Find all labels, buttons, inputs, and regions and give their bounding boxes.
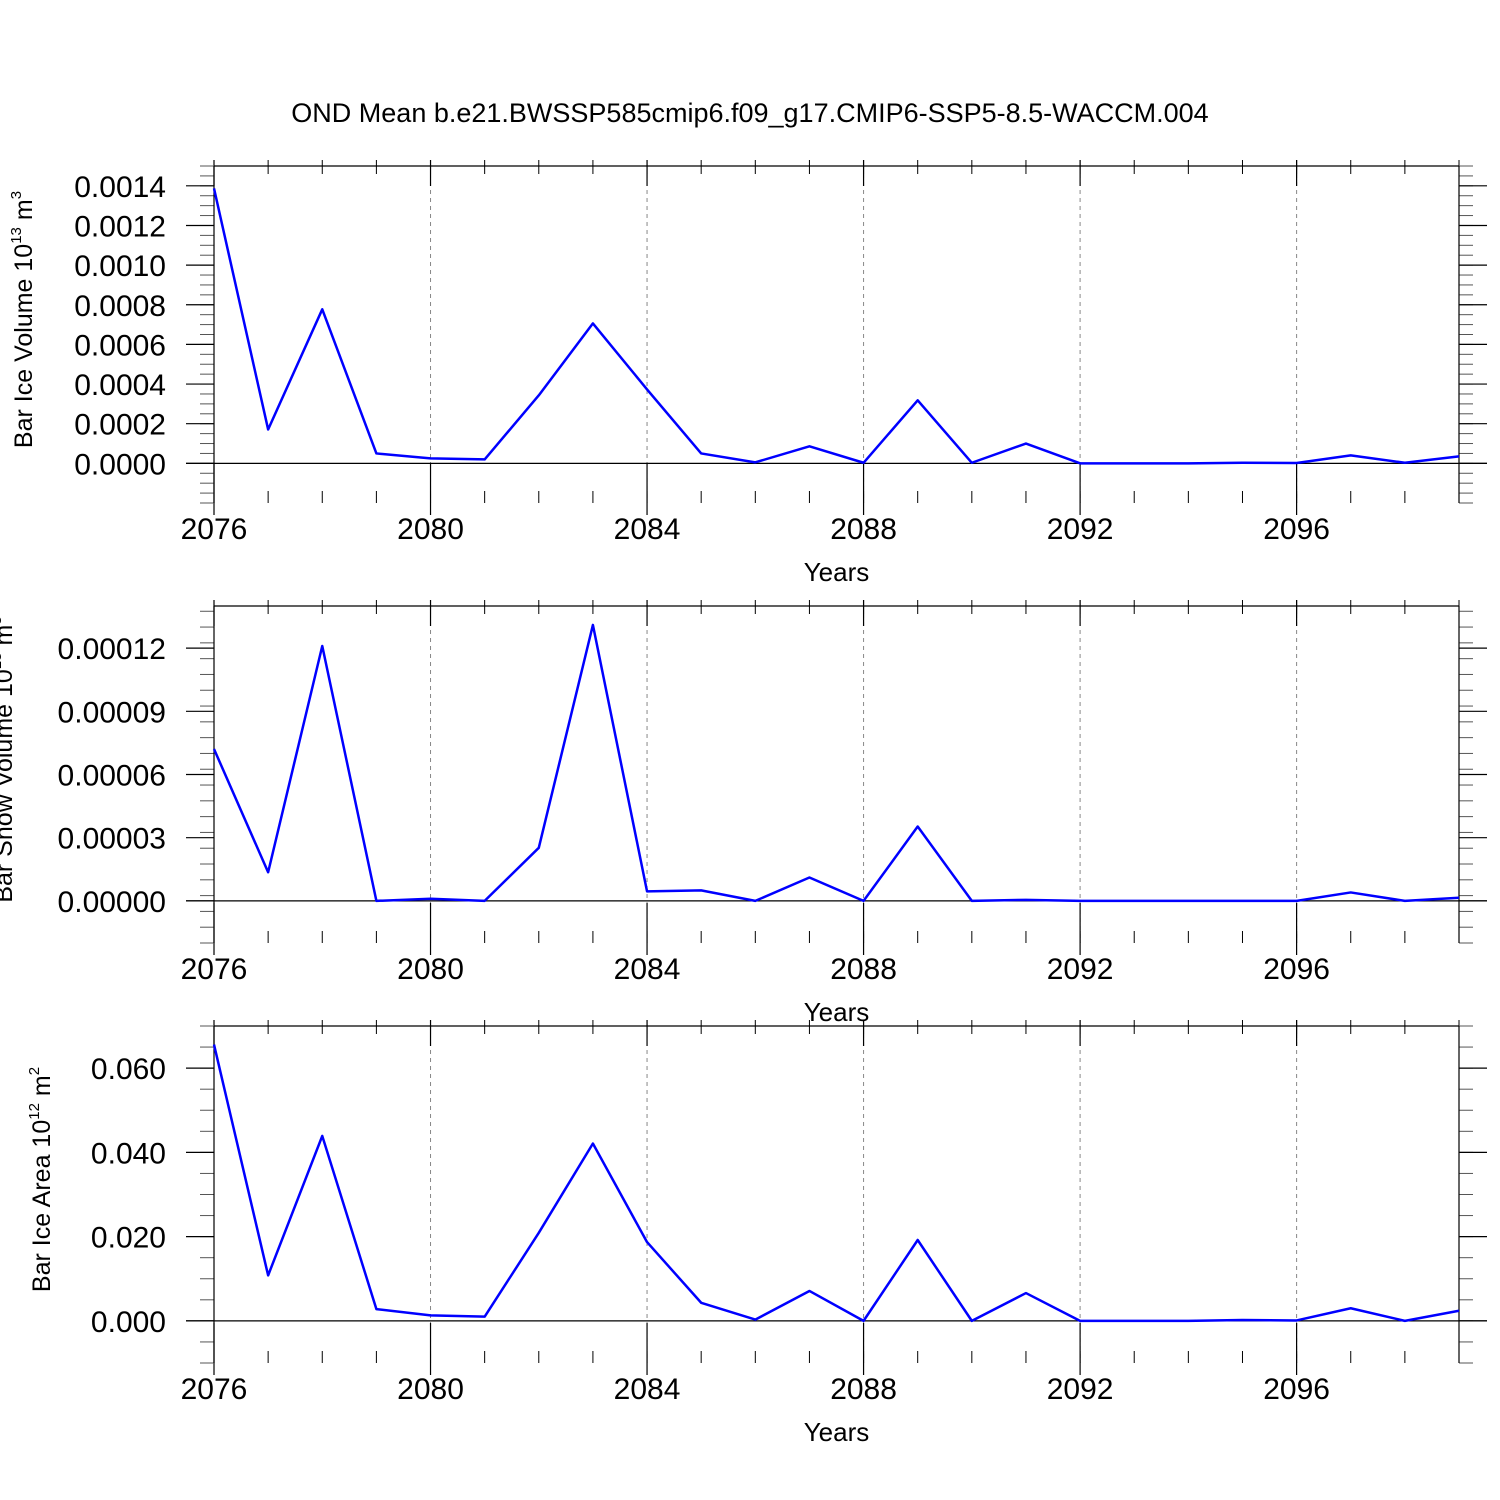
figure-title: OND Mean b.e21.BWSSP585cmip6.f09_g17.CMI… <box>291 98 1208 128</box>
y-tick-label: 0.0006 <box>74 329 166 362</box>
y-axis-title: Bar Snow Volume 1013 m3 <box>0 616 18 902</box>
panel: 2076 2080 2084 2088 2092 2096 0.0000 0.0002 0.00… <box>8 160 1487 587</box>
x-tick-label: 2076 <box>181 513 248 546</box>
x-tick-label: 2088 <box>830 953 897 986</box>
x-tick-label: 2080 <box>397 953 464 986</box>
y-tick-label: 0.0010 <box>74 250 166 283</box>
x-tick-label: 2080 <box>397 513 464 546</box>
x-tick-label: 2084 <box>614 1373 681 1406</box>
x-tick-label: 2076 <box>181 953 248 986</box>
y-axis-title-exponent: 12 <box>26 1103 43 1120</box>
x-tick-label: 2076 <box>181 1373 248 1406</box>
y-tick-label: 0.0012 <box>74 210 166 243</box>
y-axis-title-text: Bar Ice Area 10 <box>28 1120 56 1292</box>
y-axis-title-unit-exponent: 3 <box>0 616 5 624</box>
y-tick-label: 0.0000 <box>74 448 166 481</box>
y-axis-title-unit: m <box>28 1075 56 1096</box>
y-tick-label: 0.0014 <box>74 171 166 204</box>
data-line <box>212 188 1460 465</box>
x-tick-label: 2096 <box>1263 953 1330 986</box>
y-axis-title-exponent: 13 <box>8 227 25 244</box>
x-tick-label: 2084 <box>614 953 681 986</box>
y-axis-title-unit: m <box>10 199 38 220</box>
y-tick-label: 0.00012 <box>58 633 166 666</box>
x-tick-label: 2088 <box>830 1373 897 1406</box>
y-axis-title-text: Bar Snow Volume 10 <box>0 669 18 902</box>
y-axis-title: Bar Ice Area 1012 m2 <box>26 1067 56 1292</box>
x-tick-label: 2092 <box>1047 953 1114 986</box>
x-tick-label: 2092 <box>1047 1373 1114 1406</box>
x-axis-title: Years <box>804 1417 870 1447</box>
x-tick-label: 2092 <box>1047 513 1114 546</box>
x-axis-title: Years <box>804 557 870 587</box>
y-axis-title-exponent: 13 <box>0 653 5 670</box>
y-tick-label: 0.0008 <box>74 290 166 323</box>
x-tick-label: 2088 <box>830 513 897 546</box>
y-axis-title: Bar Ice Volume 1013 m3 <box>8 191 38 448</box>
y-axis-title-unit-exponent: 3 <box>8 191 25 199</box>
y-tick-label: 0.00003 <box>58 823 166 856</box>
y-tick-label: 0.040 <box>91 1137 166 1170</box>
x-tick-label: 2080 <box>397 1373 464 1406</box>
y-tick-label: 0.000 <box>91 1306 166 1339</box>
y-tick-label: 0.00006 <box>58 760 166 793</box>
y-tick-label: 0.020 <box>91 1222 166 1255</box>
x-tick-label: 2096 <box>1263 513 1330 546</box>
y-tick-label: 0.0002 <box>74 409 166 442</box>
x-axis-title: Years <box>804 997 870 1027</box>
x-tick-label: 2084 <box>614 513 681 546</box>
y-tick-label: 0.0004 <box>74 369 166 402</box>
panel: 2076 2080 2084 2088 2092 2096 0.000 0.020 0.040 0… <box>26 1020 1487 1447</box>
data-line <box>212 623 1460 903</box>
y-axis-title-text: Bar Ice Volume 10 <box>10 244 38 448</box>
y-tick-label: 0.060 <box>91 1053 166 1086</box>
y-axis-title-unit: m <box>0 625 18 646</box>
y-tick-label: 0.00000 <box>58 886 166 919</box>
data-line <box>212 1044 1460 1323</box>
x-tick-label: 2096 <box>1263 1373 1330 1406</box>
y-tick-label: 0.00009 <box>58 696 166 729</box>
y-axis-title-unit-exponent: 2 <box>26 1067 43 1075</box>
